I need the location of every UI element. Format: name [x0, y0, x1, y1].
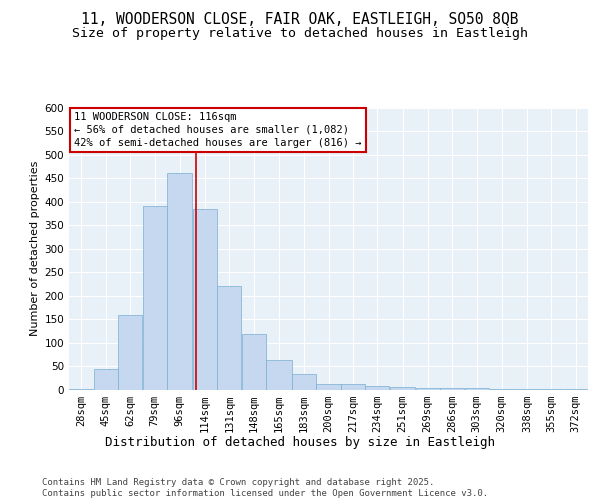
Bar: [390, 387, 415, 390]
Bar: [316, 384, 341, 390]
Bar: [464, 388, 488, 390]
Bar: [564, 389, 588, 390]
Bar: [365, 386, 389, 390]
Text: 11, WOODERSON CLOSE, FAIR OAK, EASTLEIGH, SO50 8QB: 11, WOODERSON CLOSE, FAIR OAK, EASTLEIGH…: [81, 12, 519, 28]
Bar: [217, 286, 241, 390]
Text: Size of property relative to detached houses in Eastleigh: Size of property relative to detached ho…: [72, 28, 528, 40]
Bar: [515, 388, 539, 390]
Bar: [193, 208, 217, 390]
Bar: [416, 388, 440, 390]
Bar: [341, 384, 365, 390]
Bar: [94, 369, 118, 390]
Bar: [69, 389, 93, 390]
Bar: [292, 374, 316, 390]
Bar: [266, 360, 292, 390]
Bar: [489, 388, 514, 390]
Bar: [167, 174, 193, 390]
Y-axis label: Number of detached properties: Number of detached properties: [30, 161, 40, 336]
Bar: [539, 389, 563, 390]
Text: Distribution of detached houses by size in Eastleigh: Distribution of detached houses by size …: [105, 436, 495, 449]
Bar: [118, 314, 142, 390]
Text: 11 WOODERSON CLOSE: 116sqm
← 56% of detached houses are smaller (1,082)
42% of s: 11 WOODERSON CLOSE: 116sqm ← 56% of deta…: [74, 112, 362, 148]
Bar: [143, 206, 167, 390]
Bar: [242, 334, 266, 390]
Text: Contains HM Land Registry data © Crown copyright and database right 2025.
Contai: Contains HM Land Registry data © Crown c…: [42, 478, 488, 498]
Bar: [440, 388, 464, 390]
